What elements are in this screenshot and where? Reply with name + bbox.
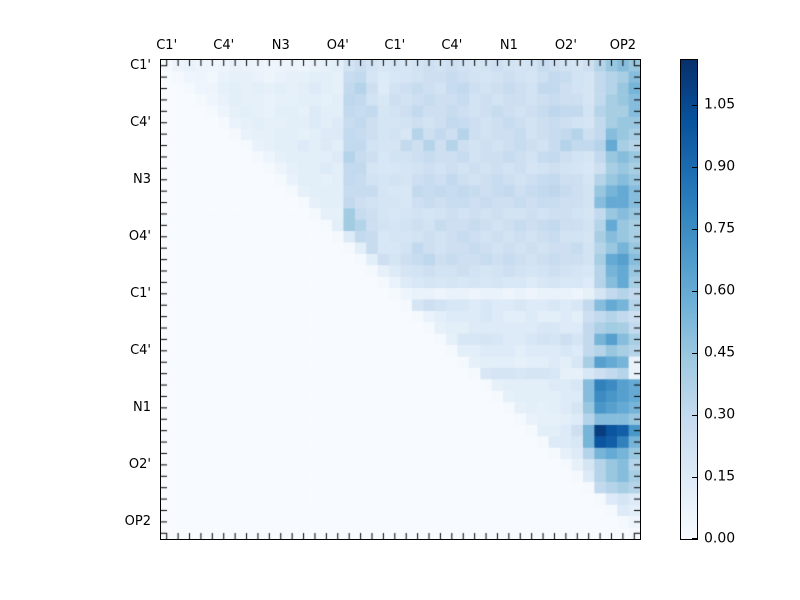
colorbar-label: 0.75 [704,220,736,237]
x-axis-label: C1' [384,38,406,53]
y-axis-label: N1 [133,399,151,415]
colorbar: 1.05 0.90 0.75 0.60 0.45 0.30 0.15 0.00 [680,59,735,547]
x-axis-label: O4' [326,38,349,53]
y-axis-label: C4' [130,342,151,358]
x-axis-label: N3 [271,38,290,53]
colorbar-tick [692,290,697,292]
colorbar-label: 0.00 [704,530,736,547]
y-axis-label: O2' [128,456,151,472]
colorbar-tick [692,228,697,230]
x-axis-label: OP2 [609,38,637,53]
colorbar-label: 0.30 [704,406,736,423]
colorbar-label: 0.45 [704,344,736,361]
y-axis-label: N3 [133,171,151,187]
colorbar-tick [692,352,697,354]
y-axis-label: C1' [130,285,151,301]
colorbar-label: 0.90 [704,158,736,175]
x-axis-label: C4' [441,38,463,53]
colorbar-tick [692,104,697,106]
colorbar-label: 1.05 [704,96,736,113]
colorbar-tick [692,538,697,539]
colorbar-tick [692,166,697,168]
x-axis-label: O2' [554,38,577,53]
colorbar-tick [692,414,697,416]
x-axis-label: N1 [499,38,518,53]
y-axis-label: O4' [128,228,151,244]
x-axis-label: C4' [213,38,235,53]
y-axis-label: OP2 [124,513,151,529]
heatmap-canvas [161,60,640,539]
colorbar-tick [692,476,697,478]
x-axis-label: C1' [156,38,178,53]
colorbar-label: 0.15 [704,468,736,485]
y-axis-label: C1' [130,57,151,73]
colorbar-label: 0.60 [704,282,736,299]
heatmap-axes: C1' C1' C4' C4' N3 N3 O4' O4' C1' C1' C4' C4' N1 N1 O2… [125,38,641,540]
y-axis-label: C4' [130,114,151,130]
